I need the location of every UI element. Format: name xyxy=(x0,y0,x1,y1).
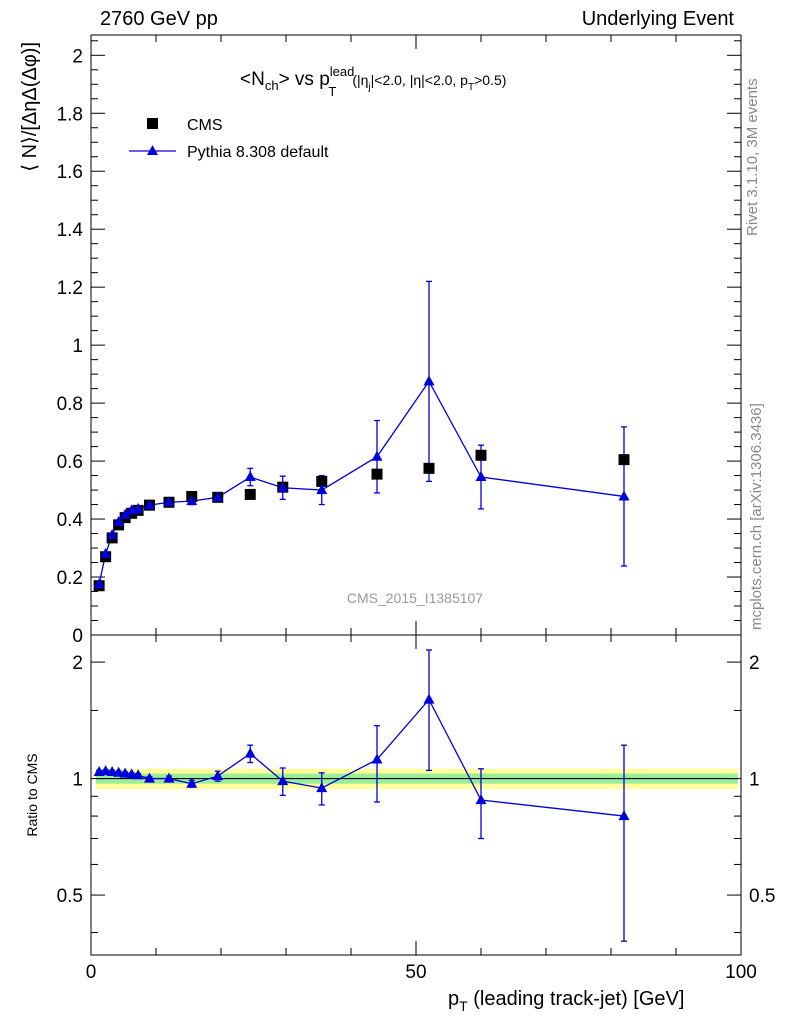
pythia-point xyxy=(93,578,105,589)
x-axis-label: pT (leading track-jet) [GeV] xyxy=(448,988,684,1014)
x-label-rest: (leading track-jet) [GeV] xyxy=(468,988,685,1010)
pythia-point xyxy=(371,450,383,461)
ratio-point xyxy=(618,810,630,821)
pythia-point xyxy=(423,375,435,386)
ratio-y-label: Ratio to CMS xyxy=(24,753,40,836)
x-label-t-sub: T xyxy=(459,998,468,1014)
ratio-point xyxy=(423,693,435,704)
ratio-point xyxy=(244,747,256,758)
ratio-point xyxy=(277,775,289,786)
ratio-point xyxy=(316,782,328,793)
header-left: 2760 GeV pp xyxy=(100,8,218,30)
pythia-point xyxy=(316,484,328,495)
pythia-point xyxy=(277,481,289,492)
title-t-sub: T xyxy=(328,84,336,99)
y-tick-label: 0 xyxy=(72,626,83,647)
legend-pythia-marker xyxy=(147,145,158,155)
y-tick-label: 0.6 xyxy=(57,452,83,473)
y-tick-label: 1.8 xyxy=(57,104,83,125)
cms-point xyxy=(475,449,487,461)
legend-cms-marker xyxy=(147,118,158,129)
y-tick-label: 0.8 xyxy=(57,394,83,415)
ratio-point xyxy=(163,772,175,783)
cms-point xyxy=(316,475,328,487)
ratio-point xyxy=(475,794,487,805)
y-tick-label: 1.4 xyxy=(57,220,84,241)
pythia-point xyxy=(163,496,175,507)
pythia-point xyxy=(132,502,144,513)
ratio-y-tick-label: 1 xyxy=(72,770,83,791)
y-tick-label: 1 xyxy=(72,336,83,357)
cms-point xyxy=(618,454,630,466)
ratio-point xyxy=(106,765,118,776)
title-nch-sub: ch xyxy=(265,78,279,93)
main-y-label: ⟨ N⟩/[ΔηΔ(Δφ)] xyxy=(19,42,41,172)
title-cut-sub2: T xyxy=(468,82,474,93)
x-label-p: p xyxy=(448,988,459,1010)
y-tick-label: 0.2 xyxy=(57,568,83,589)
title-lead-sup: lead xyxy=(330,64,355,79)
ratio-point xyxy=(371,753,383,764)
pythia-point xyxy=(144,499,155,510)
y-tick-label: 1.6 xyxy=(57,162,83,183)
x-tick-label: 100 xyxy=(725,962,757,983)
pythia-point xyxy=(212,491,224,502)
title-cut-sub: j xyxy=(367,82,370,93)
ratio-y-tick-label: 0.5 xyxy=(57,886,83,907)
pythia-point xyxy=(244,471,256,482)
ratio-point xyxy=(100,765,112,776)
ratio-y-tick-label: 2 xyxy=(72,653,83,674)
ratio-plot-frame xyxy=(90,634,742,956)
ratio-data xyxy=(93,649,630,942)
x-tick-label: 50 xyxy=(405,962,426,983)
x-ticks: 0 50 100 xyxy=(86,35,757,983)
pythia-line xyxy=(98,380,625,585)
ratio-y-tick-label-right: 0.5 xyxy=(749,886,775,907)
title-nch: <N xyxy=(240,69,265,90)
ratio-point xyxy=(132,769,144,780)
analysis-watermark: CMS_2015_I1385107 xyxy=(347,590,483,606)
y-tick-label: 0.4 xyxy=(57,510,84,531)
title-cut3: >0.5) xyxy=(474,72,506,88)
y-tick-label: 1.2 xyxy=(57,278,83,299)
pythia-point xyxy=(100,547,112,558)
legend: CMS Pythia 8.308 default xyxy=(129,117,329,161)
cms-point xyxy=(244,488,256,500)
pythia-point xyxy=(106,529,118,539)
ratio-y-ticks: 0.5 0.5 1 1 2 2 xyxy=(57,653,775,934)
cms-point xyxy=(371,468,383,480)
header-right: Underlying Event xyxy=(581,8,734,30)
title-cut2: |<2.0, |η|<2.0, p xyxy=(371,72,469,88)
legend-pythia-label: Pythia 8.308 default xyxy=(187,144,329,161)
x-tick-label: 0 xyxy=(86,962,97,983)
ratio-uncertainty-bands xyxy=(95,768,738,789)
y-tick-label: 2 xyxy=(72,46,83,67)
ratio-point xyxy=(113,766,125,777)
pythia-point xyxy=(113,515,125,526)
pythia-point xyxy=(618,490,630,501)
ratio-point xyxy=(144,772,155,783)
pythia-point xyxy=(186,495,198,506)
title-vs-pt: > vs p xyxy=(279,69,330,90)
ratio-point xyxy=(126,768,138,779)
ratio-point xyxy=(186,777,198,788)
main-data xyxy=(93,280,630,592)
pythia-point xyxy=(475,471,487,482)
main-y-ticks: 0 0.2 0.4 0.6 0.8 1 1.2 1.4 1.6 1.8 2 xyxy=(57,40,741,647)
chart-title: <Nch> vs plead T(|ηj|<2.0, |η|<2.0, pT>0.… xyxy=(240,64,506,99)
ratio-line xyxy=(99,698,625,817)
legend-cms-label: CMS xyxy=(187,117,223,134)
pythia-point xyxy=(119,508,131,519)
cms-point xyxy=(423,462,435,474)
ratio-y-tick-label-right: 1 xyxy=(749,770,760,791)
ratio-point xyxy=(212,770,224,781)
ratio-point xyxy=(119,767,131,778)
ratio-y-tick-label-right: 2 xyxy=(749,653,760,674)
title-cut: (|η xyxy=(352,72,368,88)
